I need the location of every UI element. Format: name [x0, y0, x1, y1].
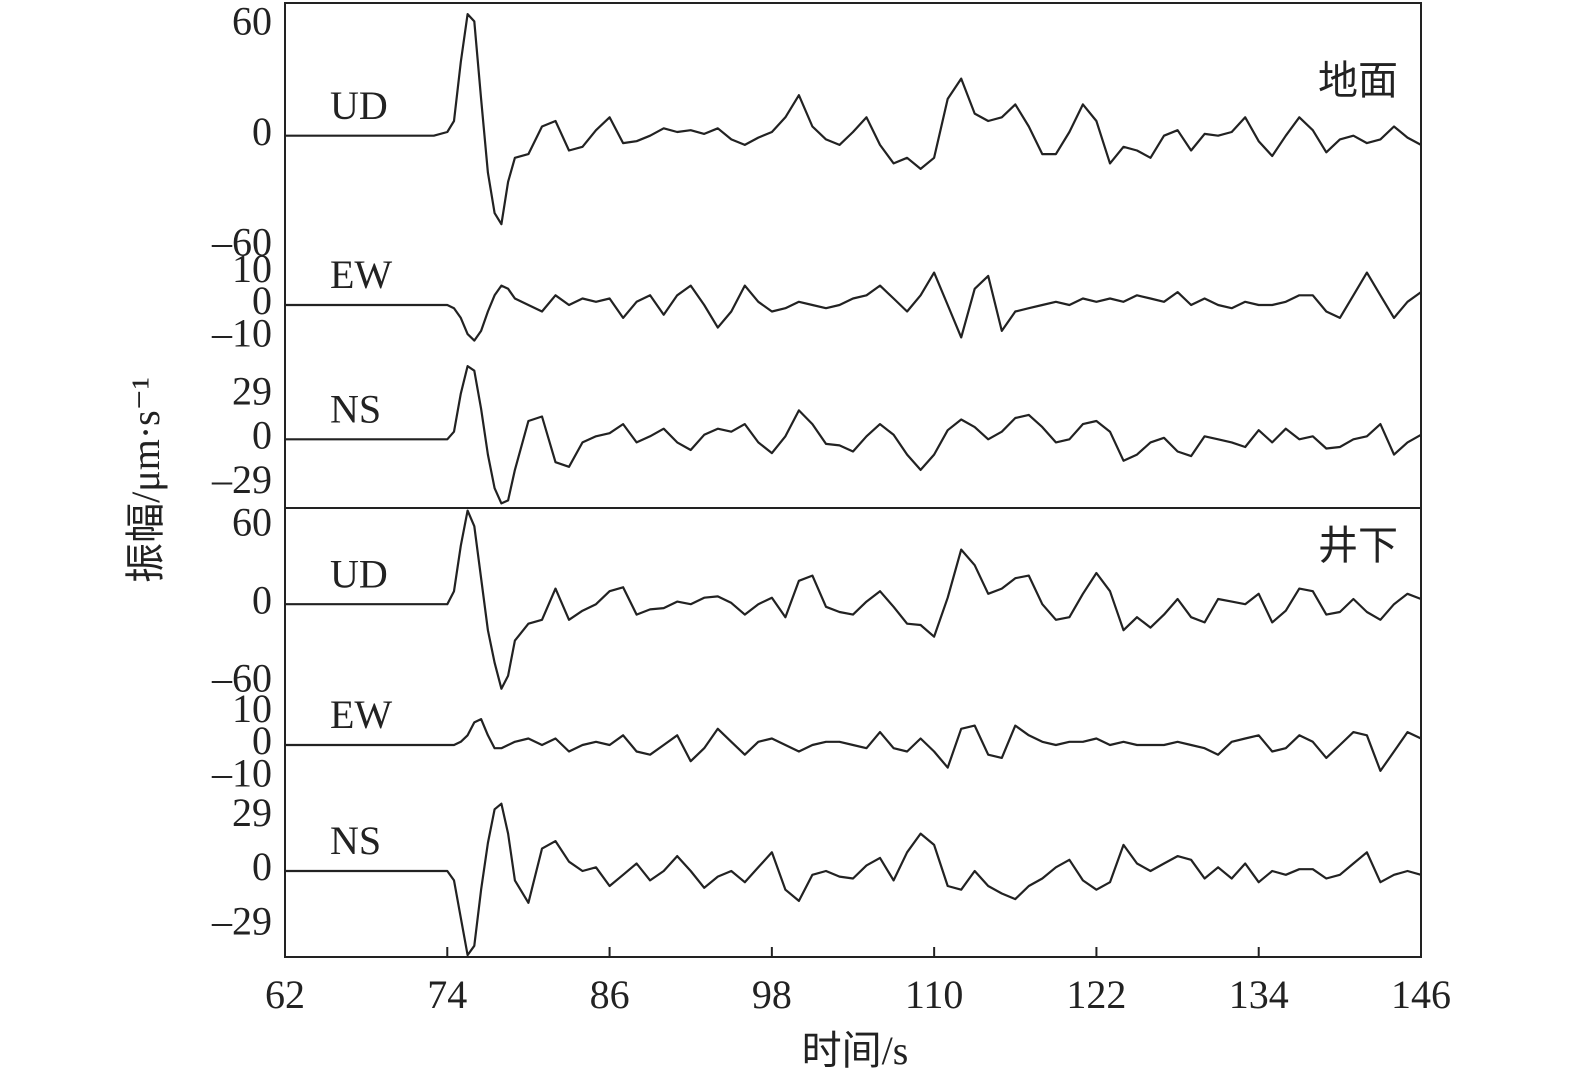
y-tick-label: 29: [232, 790, 272, 835]
x-tick-label: 98: [752, 972, 792, 1017]
x-tick-label: 86: [590, 972, 630, 1017]
trace-line: [285, 509, 1422, 690]
y-tick-label: 10: [232, 246, 272, 291]
x-tick-label: 122: [1066, 972, 1126, 1017]
y-tick-label: 0: [252, 278, 272, 323]
y-tick-label: –60: [211, 219, 272, 264]
y-tick-label: –10: [211, 311, 272, 356]
trace-name: NS: [330, 818, 381, 863]
trace-line: [285, 365, 1422, 505]
y-axis-label: 振幅/μm·s⁻¹: [123, 377, 168, 583]
y-tick-label: 29: [232, 368, 272, 413]
y-tick-label: 0: [252, 844, 272, 889]
y-tick-label: –29: [211, 898, 272, 943]
y-tick-label: 60: [232, 499, 272, 544]
trace-line: [285, 718, 1422, 772]
y-tick-label: 0: [252, 577, 272, 622]
y-tick-label: –10: [211, 751, 272, 796]
trace-line: [285, 13, 1422, 226]
trace-name: EW: [330, 692, 392, 737]
y-tick-label: 0: [252, 109, 272, 154]
trace-name: NS: [330, 387, 381, 432]
x-tick-label: 74: [427, 972, 467, 1017]
y-tick-label: –60: [211, 655, 272, 700]
x-tick-label: 62: [265, 972, 305, 1017]
y-tick-label: 0: [252, 718, 272, 763]
x-tick-label: 110: [905, 972, 964, 1017]
trace-name: UD: [330, 551, 388, 596]
trace-name: UD: [330, 83, 388, 128]
panel-label: 井下: [1318, 523, 1398, 568]
y-tick-label: –29: [211, 457, 272, 502]
panel-label: 地面: [1318, 58, 1398, 103]
x-tick-label: 146: [1391, 972, 1451, 1017]
y-tick-label: 10: [232, 686, 272, 731]
trace-name: EW: [330, 252, 392, 297]
x-axis-label: 时间/s: [802, 1028, 909, 1073]
y-tick-label: 60: [232, 0, 272, 43]
trace-line: [285, 271, 1422, 342]
y-tick-label: 0: [252, 413, 272, 458]
trace-line: [285, 802, 1422, 957]
x-tick-label: 134: [1229, 972, 1289, 1017]
plot-frame: [284, 2, 1422, 958]
